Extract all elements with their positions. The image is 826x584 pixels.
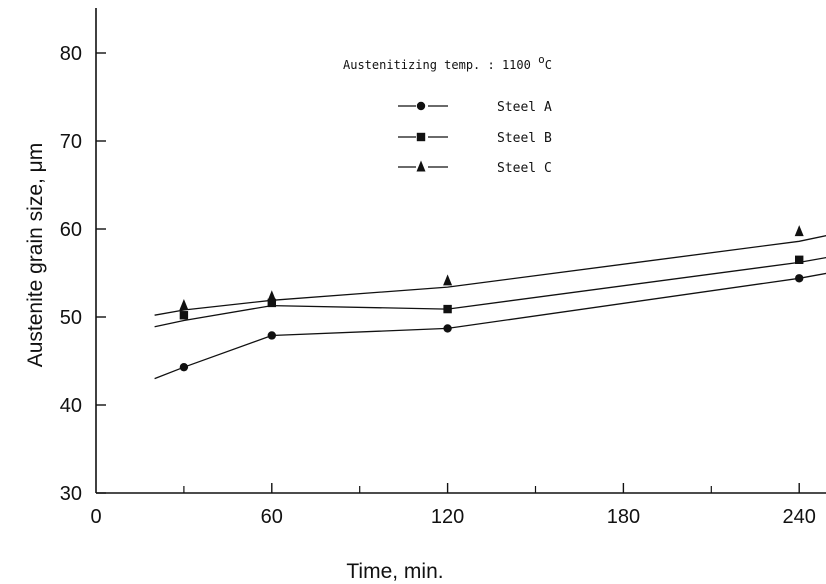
y-tick-label: 40	[60, 395, 82, 417]
series-line	[154, 272, 826, 380]
data-point	[443, 274, 453, 286]
axes	[95, 8, 826, 494]
y-axis-label: Austenite grain size, μm	[24, 143, 47, 368]
y-tick-label: 30	[60, 483, 82, 505]
annotation-degree: o	[538, 53, 545, 66]
y-tick-label: 60	[60, 219, 82, 241]
legend-label: Steel C	[497, 161, 552, 176]
legend: Steel A Steel B Steel C	[398, 100, 552, 176]
x-axis-label: Time, min.	[346, 560, 443, 583]
y-tick-label: 50	[60, 307, 82, 329]
series-3	[154, 225, 826, 316]
legend-item: Steel C	[398, 160, 552, 176]
annotation-main: Austenitizing temp. : 1100	[343, 58, 538, 72]
legend-marker	[416, 132, 426, 142]
data-point	[267, 290, 277, 302]
series-1	[154, 272, 826, 380]
y-tick-label: 70	[60, 131, 82, 153]
series-2	[154, 255, 826, 328]
tick-labels: 30 40 50 60 70 80 0 60 120 180 240	[60, 43, 816, 528]
legend-marker	[416, 160, 426, 172]
legend-marker	[416, 101, 426, 111]
data-point	[179, 362, 189, 372]
data-point	[179, 299, 189, 311]
data-point	[267, 331, 276, 340]
data-point	[179, 311, 189, 320]
series-line	[154, 256, 826, 328]
annotation-unit: C	[545, 58, 552, 72]
legend-label: Steel B	[497, 131, 552, 146]
legend-label: Steel A	[497, 100, 552, 115]
x-tick-label: 180	[607, 506, 640, 528]
legend-item: Steel B	[398, 131, 552, 146]
series-line	[154, 235, 826, 316]
y-tick-label: 80	[60, 43, 82, 65]
x-tick-label: 60	[261, 506, 283, 528]
data-point	[443, 324, 452, 333]
data-point	[794, 225, 804, 237]
data-point	[267, 298, 276, 308]
series-layer	[154, 225, 826, 380]
x-tick-label: 240	[783, 506, 816, 528]
x-tick-label: 0	[90, 506, 101, 528]
data-point	[443, 304, 452, 314]
x-tick-label: 120	[431, 506, 464, 528]
legend-item: Steel A	[398, 100, 552, 115]
data-point	[795, 255, 804, 264]
data-point	[795, 274, 804, 283]
chart-annotation: Austenitizing temp. : 1100 oC	[343, 53, 552, 72]
ticks	[96, 52, 800, 494]
